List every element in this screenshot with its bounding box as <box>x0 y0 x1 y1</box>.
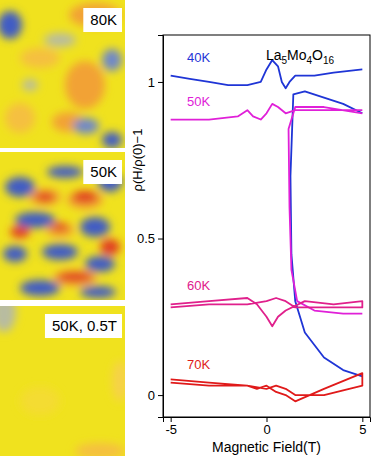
y-tick-mark <box>158 82 163 83</box>
y-tick-label: 1 <box>148 75 155 90</box>
image-content <box>0 0 125 148</box>
y-axis-line <box>158 36 164 418</box>
panel-label: 80K <box>90 11 117 28</box>
panel-label: 50K, 0.5T <box>52 317 117 334</box>
y-tick: 0.5 <box>137 231 163 246</box>
y-tick: 1 <box>148 75 163 90</box>
image-blob <box>73 118 99 134</box>
image-blob <box>20 280 60 296</box>
image-blob <box>22 79 38 91</box>
image-blob <box>0 11 22 39</box>
image-blob <box>69 3 121 27</box>
series-label: 40K <box>187 50 210 65</box>
image-blob <box>20 387 60 415</box>
label-box <box>45 314 122 338</box>
image-content <box>0 306 125 456</box>
image-panel: 50K <box>0 152 125 300</box>
series-line <box>171 60 363 376</box>
image-blob <box>5 177 35 197</box>
image-blob <box>57 272 93 282</box>
x-tick-label: 5 <box>359 422 366 437</box>
x-tick-label: 0 <box>263 422 270 437</box>
image-panel: 50K, 0.5T <box>0 292 128 459</box>
label-box <box>83 8 122 32</box>
series-label: 50K <box>187 94 210 109</box>
image-blob <box>47 166 83 178</box>
image-blob <box>29 189 61 205</box>
x-axis: -5 0 5 <box>164 417 371 437</box>
image-blob <box>80 217 110 237</box>
image-blob <box>42 244 78 260</box>
image-blob <box>44 33 76 47</box>
series-line <box>171 373 363 401</box>
image-blobs <box>0 306 125 456</box>
series-label: 60K <box>187 278 210 293</box>
y-tick: 0 <box>148 388 163 403</box>
x-tick: 5 <box>359 417 366 437</box>
image-blob <box>35 192 55 202</box>
y-tick-mark <box>158 239 163 240</box>
image-blobs <box>3 166 122 298</box>
y-tick-label: 0 <box>148 388 155 403</box>
image-blob <box>65 61 105 109</box>
figure: 80K50K50K, 0.5T-50500.5140K50K60K70KLa5M… <box>0 0 375 464</box>
image-blobs <box>0 3 122 148</box>
image-blob <box>85 256 115 272</box>
x-tick: 0 <box>263 417 270 437</box>
series-line <box>171 104 363 314</box>
panel-label: 50K <box>90 163 117 180</box>
image-blob <box>0 306 16 332</box>
image-panel: 80K <box>0 0 125 148</box>
image-blob <box>72 191 98 203</box>
series-line <box>171 298 363 326</box>
image-blob <box>10 226 30 238</box>
lines <box>171 60 363 401</box>
image-blob <box>112 361 125 401</box>
image-content <box>0 152 125 300</box>
image-background <box>0 152 125 300</box>
image-blob <box>100 239 120 255</box>
image-blob <box>75 443 125 456</box>
y-axis: 00.51 <box>137 36 164 418</box>
image-blob <box>20 48 60 68</box>
image-blob <box>80 286 116 298</box>
image-blob <box>53 270 97 286</box>
x-axis-title: Magnetic Field(T) <box>212 439 321 455</box>
chart-title: La5Mo4O16 <box>266 47 335 66</box>
y-tick-label: 0.5 <box>137 231 155 246</box>
image-blob <box>67 191 103 209</box>
image-blob <box>102 49 122 71</box>
plot-frame <box>163 35 370 417</box>
y-tick-mark <box>158 395 163 396</box>
x-tick: -5 <box>165 417 177 437</box>
image-blob <box>3 246 27 262</box>
image-blob <box>102 132 122 148</box>
series-label: 70K <box>187 357 210 372</box>
x-tick-label: -5 <box>165 422 177 437</box>
label-box <box>83 160 122 184</box>
image-blob <box>5 103 35 133</box>
y-axis-title: ρ(H/ρ(0)−1 <box>130 129 145 192</box>
image-background <box>0 306 125 456</box>
image-blob <box>15 212 55 228</box>
image-blob <box>51 223 69 231</box>
